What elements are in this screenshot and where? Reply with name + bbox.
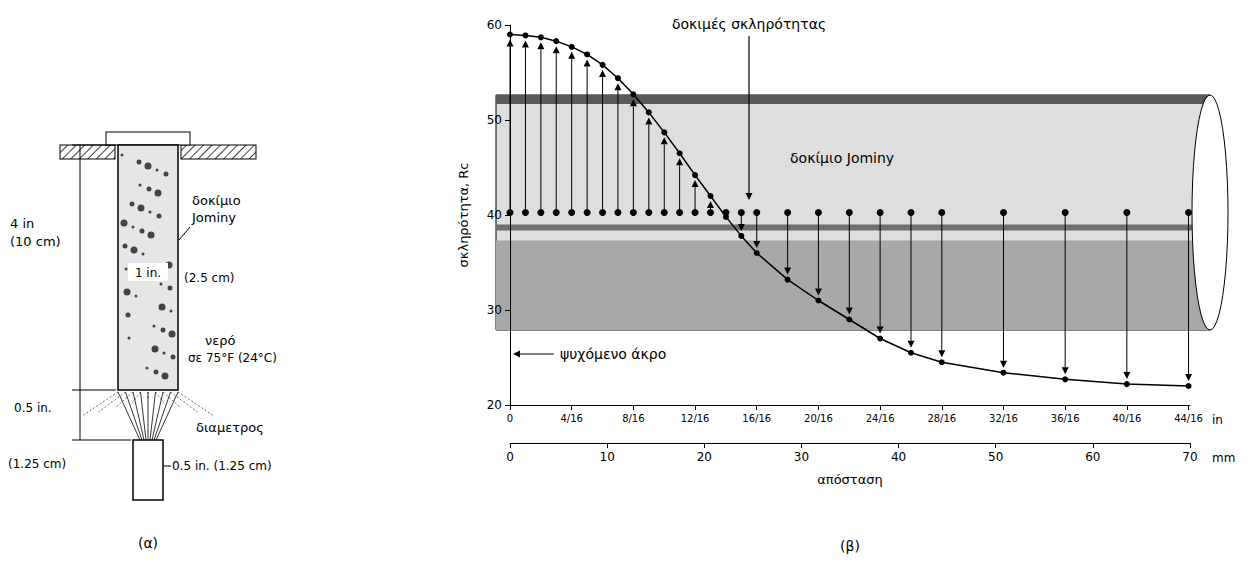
svg-text:0: 0 — [507, 413, 513, 424]
svg-text:20: 20 — [697, 450, 712, 464]
svg-text:σε 75°F (24°C): σε 75°F (24°C) — [188, 351, 277, 365]
svg-text:50: 50 — [487, 113, 502, 127]
svg-text:νερό: νερό — [205, 333, 236, 348]
svg-text:ψυχόμενο άκρο: ψυχόμενο άκρο — [560, 346, 666, 362]
svg-text:διαμετρος: διαμετρος — [196, 420, 264, 435]
svg-text:(α): (α) — [138, 535, 158, 551]
svg-text:60: 60 — [487, 18, 502, 32]
svg-text:24/16: 24/16 — [866, 413, 895, 424]
svg-text:4/16: 4/16 — [560, 413, 582, 424]
svg-text:in: in — [1212, 413, 1223, 427]
svg-text:Jominy: Jominy — [191, 210, 236, 225]
svg-text:δοκιμές σκληρότητας: δοκιμές σκληρότητας — [672, 16, 826, 32]
svg-text:50: 50 — [988, 450, 1003, 464]
svg-text:(2.5 cm): (2.5 cm) — [184, 271, 235, 285]
svg-text:(1.25 cm): (1.25 cm) — [8, 457, 66, 471]
svg-text:30: 30 — [794, 450, 809, 464]
svg-text:0: 0 — [506, 450, 514, 464]
svg-text:10: 10 — [600, 450, 615, 464]
svg-text:απόσταση: απόσταση — [817, 472, 882, 487]
svg-text:30: 30 — [487, 303, 502, 317]
svg-text:40: 40 — [487, 208, 502, 222]
svg-text:0.5 in.: 0.5 in. — [14, 401, 52, 415]
svg-text:4 in: 4 in — [10, 216, 34, 231]
svg-text:δοκίμιο: δοκίμιο — [192, 193, 241, 208]
svg-text:36/16: 36/16 — [1051, 413, 1080, 424]
svg-text:40/16: 40/16 — [1112, 413, 1141, 424]
svg-text:70: 70 — [1182, 450, 1197, 464]
svg-text:32/16: 32/16 — [989, 413, 1018, 424]
svg-text:(10 cm): (10 cm) — [10, 234, 61, 249]
svg-text:60: 60 — [1085, 450, 1100, 464]
svg-text:40: 40 — [891, 450, 906, 464]
svg-text:16/16: 16/16 — [742, 413, 771, 424]
svg-text:δοκίμιο Jominy: δοκίμιο Jominy — [790, 150, 894, 166]
svg-text:28/16: 28/16 — [927, 413, 956, 424]
svg-text:0.5 in. (1.25 cm): 0.5 in. (1.25 cm) — [172, 459, 272, 473]
svg-text:20: 20 — [487, 398, 502, 412]
svg-text:mm: mm — [1212, 451, 1235, 465]
svg-text:1 in.: 1 in. — [135, 266, 161, 280]
svg-text:12/16: 12/16 — [681, 413, 710, 424]
svg-text:20/16: 20/16 — [804, 413, 833, 424]
svg-text:σκληρότητα, Rc: σκληρότητα, Rc — [456, 163, 471, 268]
svg-text:(β): (β) — [840, 538, 860, 554]
svg-text:8/16: 8/16 — [622, 413, 644, 424]
svg-text:44/16: 44/16 — [1174, 413, 1203, 424]
